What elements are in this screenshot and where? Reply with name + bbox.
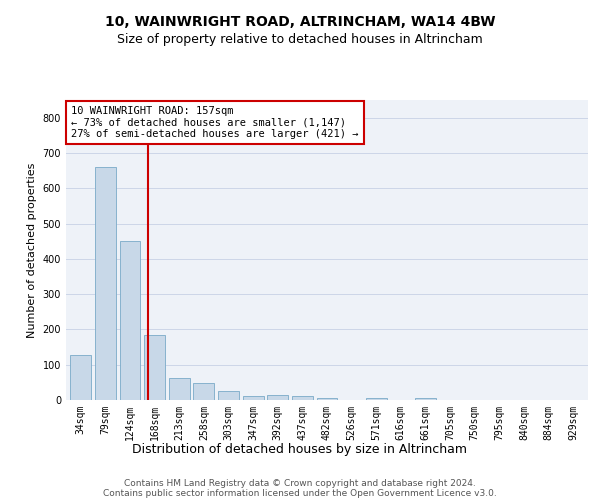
Bar [218, 391, 239, 400]
Bar [144, 336, 165, 400]
Bar [366, 398, 387, 400]
Bar [415, 398, 436, 400]
Bar [242, 396, 263, 400]
Bar [193, 383, 214, 400]
Bar [70, 355, 91, 400]
Bar [119, 241, 140, 400]
Bar [317, 398, 337, 400]
Y-axis label: Number of detached properties: Number of detached properties [27, 162, 37, 338]
Bar [95, 167, 116, 400]
Text: 10, WAINWRIGHT ROAD, ALTRINCHAM, WA14 4BW: 10, WAINWRIGHT ROAD, ALTRINCHAM, WA14 4B… [105, 15, 495, 29]
Bar [169, 378, 190, 400]
Text: Distribution of detached houses by size in Altrincham: Distribution of detached houses by size … [133, 442, 467, 456]
Bar [292, 396, 313, 400]
Text: Contains public sector information licensed under the Open Government Licence v3: Contains public sector information licen… [103, 489, 497, 498]
Text: Contains HM Land Registry data © Crown copyright and database right 2024.: Contains HM Land Registry data © Crown c… [124, 479, 476, 488]
Text: 10 WAINWRIGHT ROAD: 157sqm
← 73% of detached houses are smaller (1,147)
27% of s: 10 WAINWRIGHT ROAD: 157sqm ← 73% of deta… [71, 106, 359, 139]
Bar [267, 395, 288, 400]
Text: Size of property relative to detached houses in Altrincham: Size of property relative to detached ho… [117, 32, 483, 46]
